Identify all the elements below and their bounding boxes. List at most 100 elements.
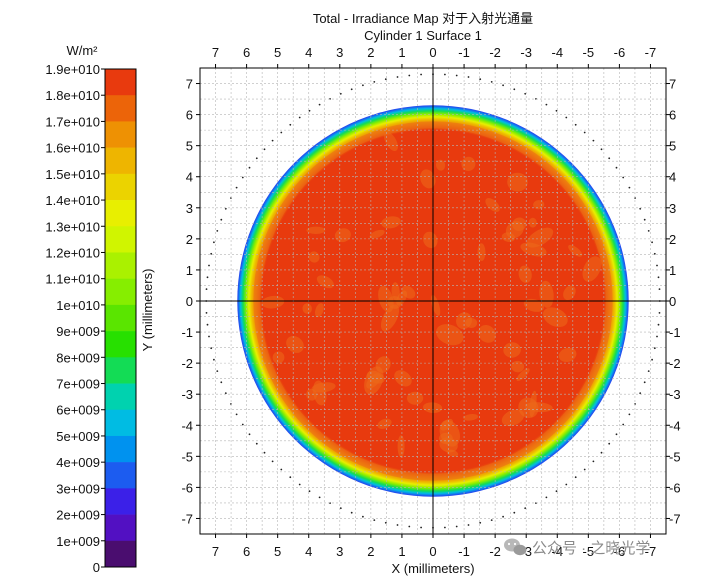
texture-patch <box>314 303 324 318</box>
colorbar-cell <box>105 278 136 306</box>
y-tick-label-left: -4 <box>181 418 193 433</box>
ring-dot <box>658 312 661 314</box>
y-tick-label-right: -1 <box>669 325 681 340</box>
ring-dot <box>600 148 603 151</box>
texture-patch <box>501 232 516 242</box>
colorbar-tick-label: 1e+009 <box>56 534 100 549</box>
ring-dot <box>643 381 646 384</box>
colorbar-cell <box>105 252 136 279</box>
texture-patch <box>582 256 602 282</box>
texture-patch <box>439 419 461 447</box>
colorbar-tick-label: 2e+009 <box>56 508 100 523</box>
x-tick-label-top: -2 <box>489 45 501 60</box>
texture-patch <box>381 216 401 229</box>
texture-patch <box>420 169 436 189</box>
colorbar-cell <box>105 540 136 568</box>
texture-patch <box>503 342 521 358</box>
texture-patch <box>286 336 304 353</box>
colorbar-cell <box>105 488 136 515</box>
colorbar-tick-label: 1.9e+010 <box>45 62 100 77</box>
y-tick-label-right: 5 <box>669 139 676 154</box>
y-tick-label-left: 2 <box>186 232 193 247</box>
texture-patch <box>520 242 547 257</box>
ring-dot <box>289 123 292 126</box>
ring-dot <box>255 442 258 445</box>
ring-dot <box>615 166 618 169</box>
colorbar-tick-label: 0 <box>93 560 100 575</box>
texture-patch <box>436 324 464 346</box>
x-tick-label-top: 5 <box>274 45 281 60</box>
y-tick-label-right: -7 <box>669 511 681 526</box>
ring-dot <box>656 335 658 338</box>
texture-patch <box>369 229 385 239</box>
ring-dot <box>555 109 558 112</box>
ring-dot <box>628 186 631 189</box>
ring-dot <box>651 241 653 244</box>
ring-dot <box>658 288 661 290</box>
ring-dot <box>205 312 208 314</box>
colorbar-cell <box>105 409 136 437</box>
ring-dot <box>205 288 208 290</box>
ring-dot <box>235 413 238 416</box>
y-tick-label-left: -6 <box>181 480 193 495</box>
colorbar-tick-label: 4e+009 <box>56 455 100 470</box>
colorbar-tick-label: 1.4e+010 <box>45 193 100 208</box>
ring-dot <box>280 131 283 134</box>
ring-dot <box>467 524 470 526</box>
texture-patch <box>516 368 530 381</box>
colorbar-cell <box>105 121 136 148</box>
texture-patch <box>394 370 412 387</box>
colorbar-frame <box>104 68 137 568</box>
colorbar-cell <box>105 95 136 122</box>
x-tick-label-top: 2 <box>367 45 374 60</box>
x-tick-label-top: -4 <box>551 45 563 60</box>
y-tick-label-left: 1 <box>186 263 193 278</box>
ring-dot <box>513 88 516 91</box>
x-tick-label-top: 0 <box>429 45 436 60</box>
texture-patch <box>423 231 438 249</box>
ring-dot <box>622 423 625 426</box>
ring-dot <box>583 468 586 471</box>
texture-patch <box>377 418 392 430</box>
colorbar-tick-label: 9e+009 <box>56 324 100 339</box>
x-tick-label-top: -3 <box>520 45 532 60</box>
ring-dot <box>608 157 611 160</box>
y-tick-label-right: -6 <box>669 480 681 495</box>
texture-patch <box>302 303 312 314</box>
ring-dot <box>574 476 577 479</box>
x-tick-label-bottom: -6 <box>614 544 626 559</box>
ring-dot <box>600 451 603 454</box>
ring-dot <box>248 166 251 169</box>
ring-dot <box>555 490 558 493</box>
colorbar-tick-label: 1.8e+010 <box>45 88 100 103</box>
y-tick-label-right: -2 <box>669 356 681 371</box>
ring-dot <box>280 468 283 471</box>
x-tick-label-top: -1 <box>458 45 470 60</box>
ring-dot <box>213 358 215 361</box>
texture-patch <box>316 275 334 289</box>
ring-dot <box>339 507 342 510</box>
ring-dot <box>350 511 353 514</box>
colorbar-cell <box>105 514 136 542</box>
ring-dot <box>384 521 387 524</box>
ring-dot <box>271 460 274 463</box>
colorbar-tick-label: 7e+009 <box>56 377 100 392</box>
ring-dot <box>206 323 209 326</box>
colorbar-cell <box>105 226 136 253</box>
colorbar-unit: W/m² <box>66 43 98 58</box>
ring-dot <box>455 74 458 77</box>
y-axis-label: Y (millimeters) <box>140 269 155 352</box>
x-tick-label-top: 3 <box>336 45 343 60</box>
colorbar-tick-label: 1e+010 <box>56 298 100 313</box>
ring-dot <box>408 74 411 77</box>
texture-patch <box>528 217 537 228</box>
chart-subtitle: Cylinder 1 Surface 1 <box>364 28 482 43</box>
watermark: 公众号 · 之晓光学 <box>504 538 650 557</box>
colorbar-tick-label: 8e+009 <box>56 350 100 365</box>
texture-patch <box>478 325 496 343</box>
x-tick-label-top: 6 <box>243 45 250 60</box>
y-tick-label-left: 0 <box>186 294 193 309</box>
texture-patch <box>313 380 327 406</box>
texture-patch <box>533 200 545 210</box>
texture-patch <box>501 409 525 427</box>
